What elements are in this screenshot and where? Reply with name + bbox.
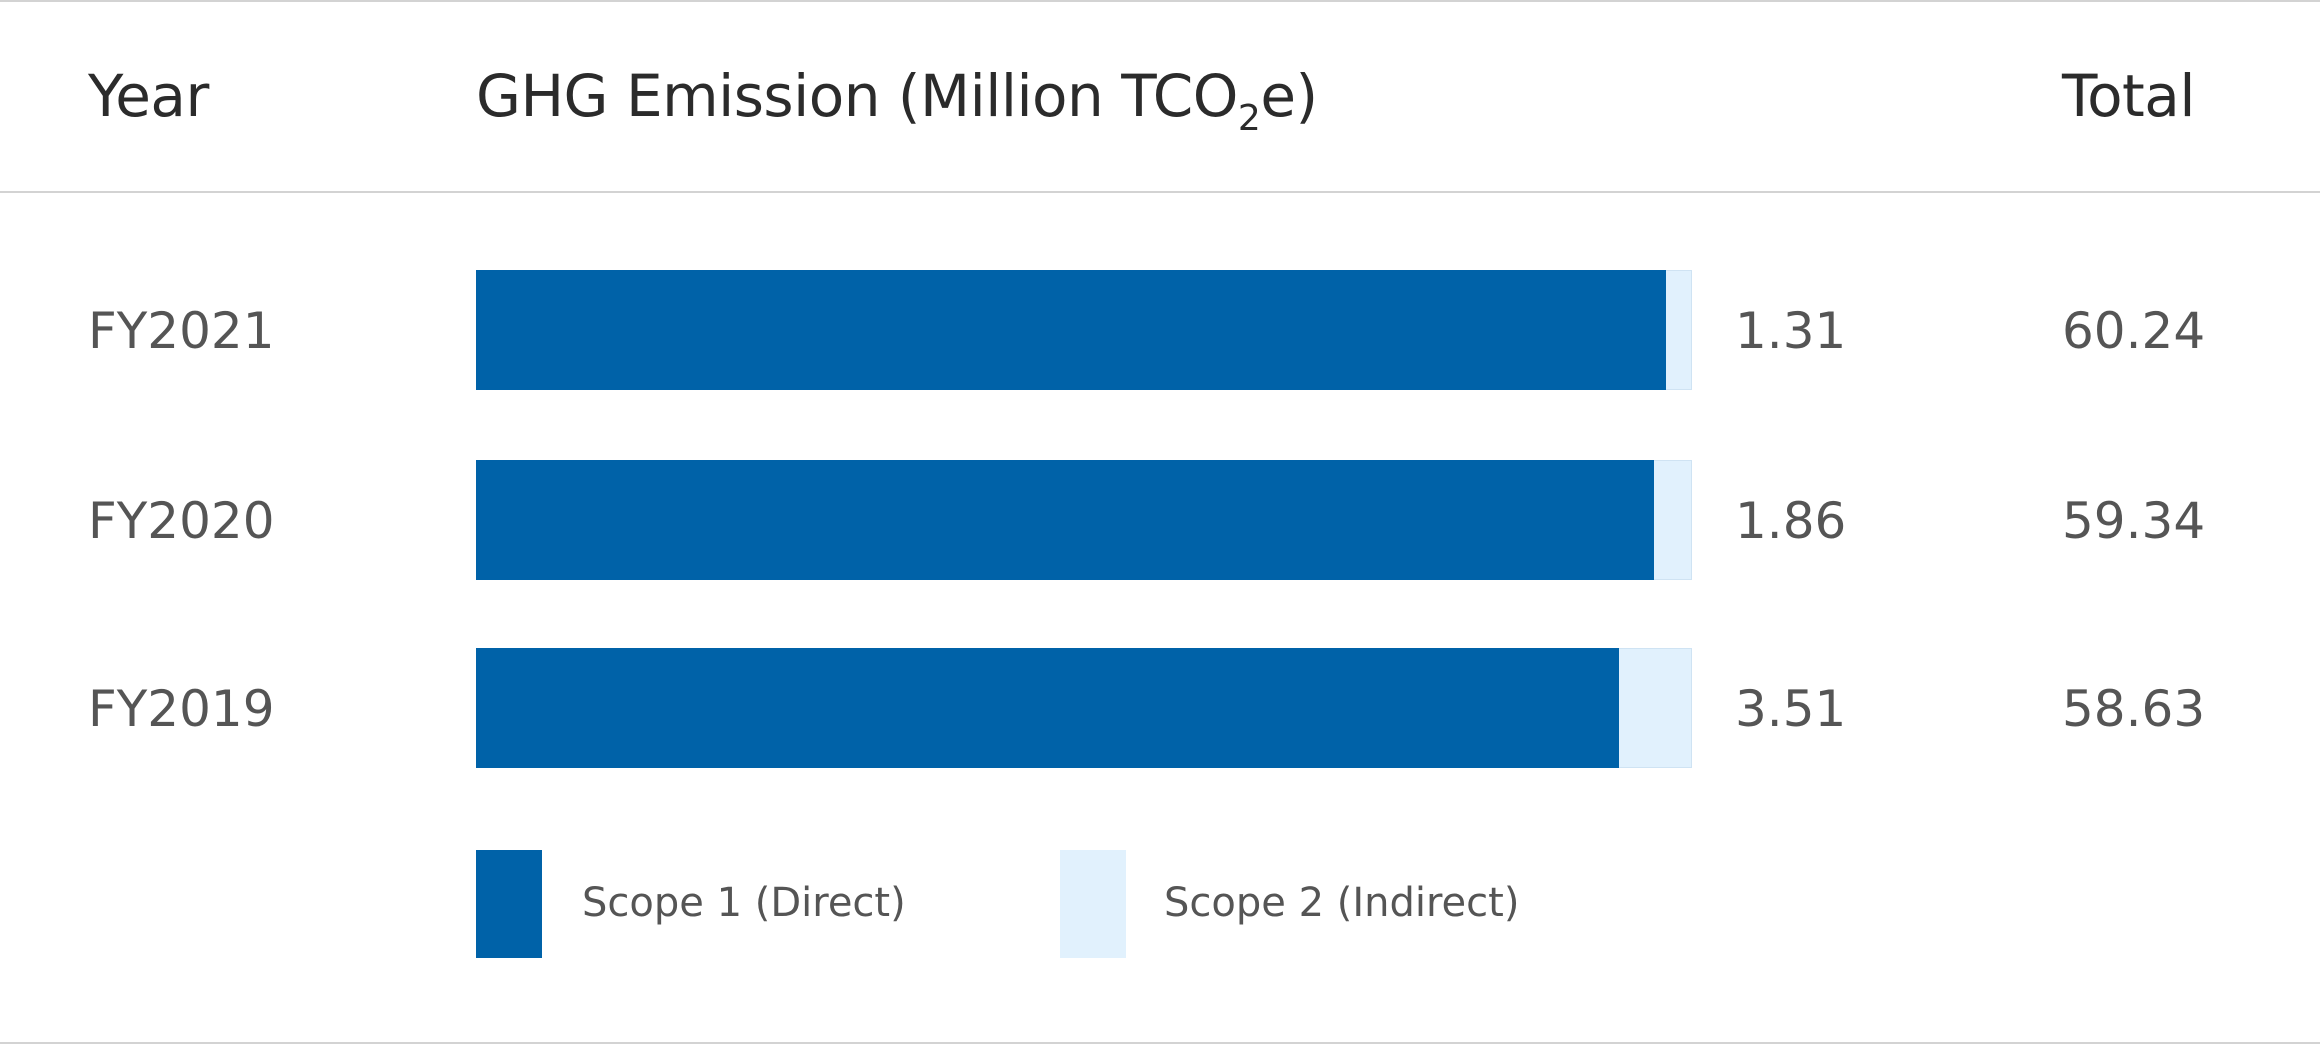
stacked-bar [476,648,1692,768]
year-label: FY2020 [88,492,275,550]
stacked-bar [476,460,1692,580]
header-emission-subscript: 2 [1237,98,1261,139]
scope2-value-label: 3.51 [1735,680,1847,738]
scope2-value-label: 1.86 [1735,492,1847,550]
bar-segment-scope1 [476,270,1666,390]
bar-segment-scope2 [1666,270,1692,390]
stacked-bar [476,270,1692,390]
legend-label-scope1: Scope 1 (Direct) [582,880,906,926]
header-total: Total [2062,62,2195,130]
total-value-label: 58.63 [2062,680,2206,738]
header-year: Year [88,62,209,130]
year-label: FY2021 [88,302,275,360]
legend-label-scope2: Scope 2 (Indirect) [1164,880,1520,926]
header-emission: GHG Emission (Million TCO2e) [476,62,1318,137]
total-value-label: 59.34 [2062,492,2206,550]
bar-segment-scope2 [1654,460,1692,580]
bottom-rule [0,1042,2320,1044]
legend-swatch-scope1 [476,850,542,958]
year-label: FY2019 [88,680,275,738]
total-value-label: 60.24 [2062,302,2206,360]
header-rule [0,191,2320,193]
header-emission-main: GHG Emission (Million TCO [476,62,1238,130]
bar-segment-scope2 [1619,648,1692,768]
header-emission-tail: e) [1260,62,1318,130]
bar-segment-scope1 [476,460,1654,580]
legend-swatch-scope2 [1060,850,1126,958]
scope2-value-label: 1.31 [1735,302,1847,360]
bar-segment-scope1 [476,648,1619,768]
top-rule [0,0,2320,2]
